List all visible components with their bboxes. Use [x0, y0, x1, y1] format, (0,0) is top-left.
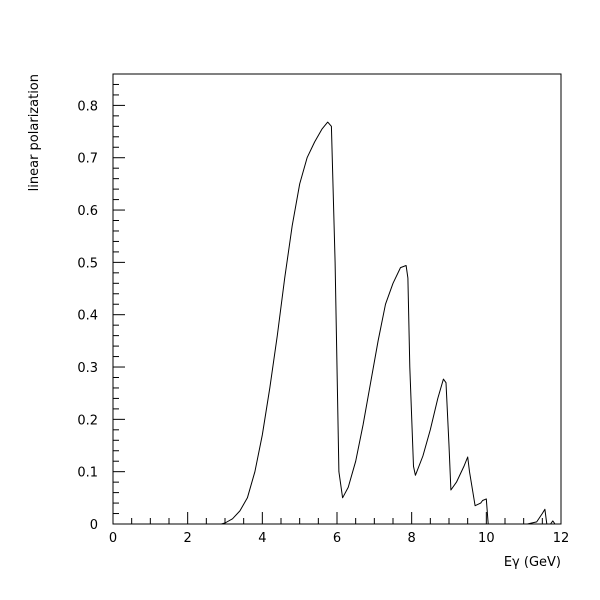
- x-tick-label: 12: [553, 531, 570, 546]
- series-line-1: [206, 121, 489, 525]
- x-tick-label: 8: [408, 531, 416, 546]
- x-tick-label: 10: [478, 531, 495, 546]
- series-layer: [206, 121, 556, 525]
- y-tick-label: 0.7: [77, 152, 98, 167]
- y-axis-label: linear polarization: [27, 74, 42, 191]
- x-tick-label: 0: [109, 531, 117, 546]
- x-axis-label: Eγ (GeV): [504, 555, 561, 570]
- y-tick-label: 0: [90, 518, 98, 533]
- y-tick-labels: 0 0.1 0.2 0.3 0.4 0.5 0.6 0.7 0.8: [77, 99, 98, 533]
- y-tick-label: 0.4: [77, 309, 98, 324]
- x-tick-label: 4: [258, 531, 266, 546]
- y-tick-label: 0.3: [77, 361, 98, 376]
- series-line-2: [527, 508, 548, 525]
- y-tick-label: 0.5: [77, 256, 98, 271]
- series-line-3: [550, 520, 556, 525]
- x-tick-labels: 0 2 4 6 8 10 12: [109, 531, 569, 546]
- x-tick-label: 6: [333, 531, 341, 546]
- y-tick-label: 0.2: [77, 413, 98, 428]
- y-tick-label: 0.8: [77, 99, 98, 114]
- x-tick-label: 2: [184, 531, 192, 546]
- y-tick-label: 0.1: [77, 466, 98, 481]
- plot-frame: [112, 73, 562, 525]
- y-tick-label: 0.6: [77, 204, 98, 219]
- tick-marks: [112, 73, 562, 525]
